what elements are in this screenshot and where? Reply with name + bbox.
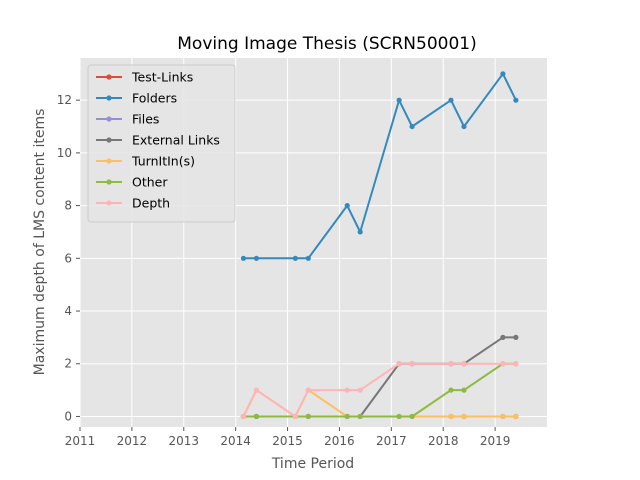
x-tick-label: 2016 xyxy=(324,434,355,448)
legend-label: Other xyxy=(132,175,168,190)
x-tick-label: 2015 xyxy=(272,434,303,448)
x-tick-label: 2019 xyxy=(480,434,511,448)
data-point xyxy=(409,413,415,420)
series-layer xyxy=(240,71,519,420)
data-point xyxy=(396,97,402,103)
data-point xyxy=(357,387,363,393)
legend-label: Test-Links xyxy=(131,70,193,85)
data-point xyxy=(461,413,467,420)
legend-item: TurnItIn(s) xyxy=(96,154,195,169)
data-point xyxy=(253,413,260,420)
y-tick-label: 12 xyxy=(57,93,72,107)
data-point xyxy=(500,71,506,77)
data-point xyxy=(240,413,247,420)
data-point xyxy=(448,413,454,420)
data-point xyxy=(461,123,467,130)
data-point xyxy=(513,361,519,367)
data-point xyxy=(357,229,363,235)
legend-swatch-marker xyxy=(106,158,112,164)
legend: Test-Links Folders Files External Links Turn… xyxy=(87,64,236,223)
x-tick-label: 2017 xyxy=(376,434,407,448)
x-tick-label: 2018 xyxy=(428,434,459,448)
series-folders xyxy=(240,71,519,261)
legend-swatch-marker xyxy=(106,200,112,206)
series-line xyxy=(242,362,516,418)
legend-item: Test-Links xyxy=(96,70,193,85)
legend-item: Folders xyxy=(96,91,177,106)
legend-item: External Links xyxy=(96,133,220,148)
data-point xyxy=(253,255,260,261)
data-point xyxy=(292,413,298,420)
data-point xyxy=(344,203,350,209)
y-axis-label: Maximum depth of LMS content items xyxy=(32,109,48,376)
series-line xyxy=(243,72,517,260)
data-point xyxy=(448,97,454,103)
data-point xyxy=(448,387,454,393)
legend-item: Other xyxy=(96,175,168,190)
data-point xyxy=(344,413,350,420)
legend-swatch-marker xyxy=(106,179,112,185)
series-depth xyxy=(240,361,519,420)
y-tick-label: 8 xyxy=(64,199,72,213)
legend-swatch-marker xyxy=(106,74,112,80)
y-tick-label: 2 xyxy=(64,357,72,371)
legend-label: Depth xyxy=(132,196,170,211)
grid xyxy=(79,58,547,427)
legend-swatch-marker xyxy=(106,95,112,101)
data-point xyxy=(513,413,519,420)
data-point xyxy=(513,97,519,103)
data-point xyxy=(500,413,506,420)
data-point xyxy=(396,361,402,367)
data-point xyxy=(253,387,260,393)
x-tick-label: 2013 xyxy=(169,434,200,448)
data-point xyxy=(513,334,519,340)
data-point xyxy=(305,255,311,261)
data-point xyxy=(305,387,311,393)
data-point xyxy=(344,387,350,393)
x-tick-label: 2011 xyxy=(65,434,96,448)
series-line xyxy=(243,362,516,418)
data-point xyxy=(461,387,467,393)
data-point xyxy=(396,413,402,420)
x-axis: 2011 2012 2013 2014 2015 2016 2017 2018 2019 xyxy=(65,427,511,448)
data-point xyxy=(409,361,415,367)
data-point xyxy=(409,123,415,130)
y-tick-label: 10 xyxy=(57,146,72,160)
legend-label: TurnItIn(s) xyxy=(131,154,195,169)
data-point xyxy=(292,255,298,261)
chart-title: Moving Image Thesis (SCRN50001) xyxy=(177,34,476,54)
x-tick-label: 2014 xyxy=(220,434,251,448)
data-point xyxy=(500,334,506,340)
y-axis: 0 2 4 6 8 10 12 xyxy=(57,93,80,423)
legend-swatch-marker xyxy=(106,137,112,143)
y-tick-label: 0 xyxy=(64,409,72,423)
data-point xyxy=(357,413,363,420)
data-point xyxy=(240,255,247,261)
legend-item: Files xyxy=(96,112,159,127)
y-tick-label: 6 xyxy=(64,251,72,265)
y-tick-label: 4 xyxy=(64,304,72,318)
data-point xyxy=(500,361,506,367)
legend-label: External Links xyxy=(132,133,220,148)
legend-label: Files xyxy=(132,112,159,127)
x-axis-label: Time Period xyxy=(271,456,354,472)
legend-label: Folders xyxy=(132,91,177,106)
data-point xyxy=(305,413,311,420)
data-point xyxy=(461,361,467,367)
legend-swatch-marker xyxy=(106,116,112,122)
legend-box xyxy=(87,64,236,223)
x-tick-label: 2012 xyxy=(117,434,148,448)
legend-item: Depth xyxy=(96,196,170,211)
data-point xyxy=(448,361,454,367)
